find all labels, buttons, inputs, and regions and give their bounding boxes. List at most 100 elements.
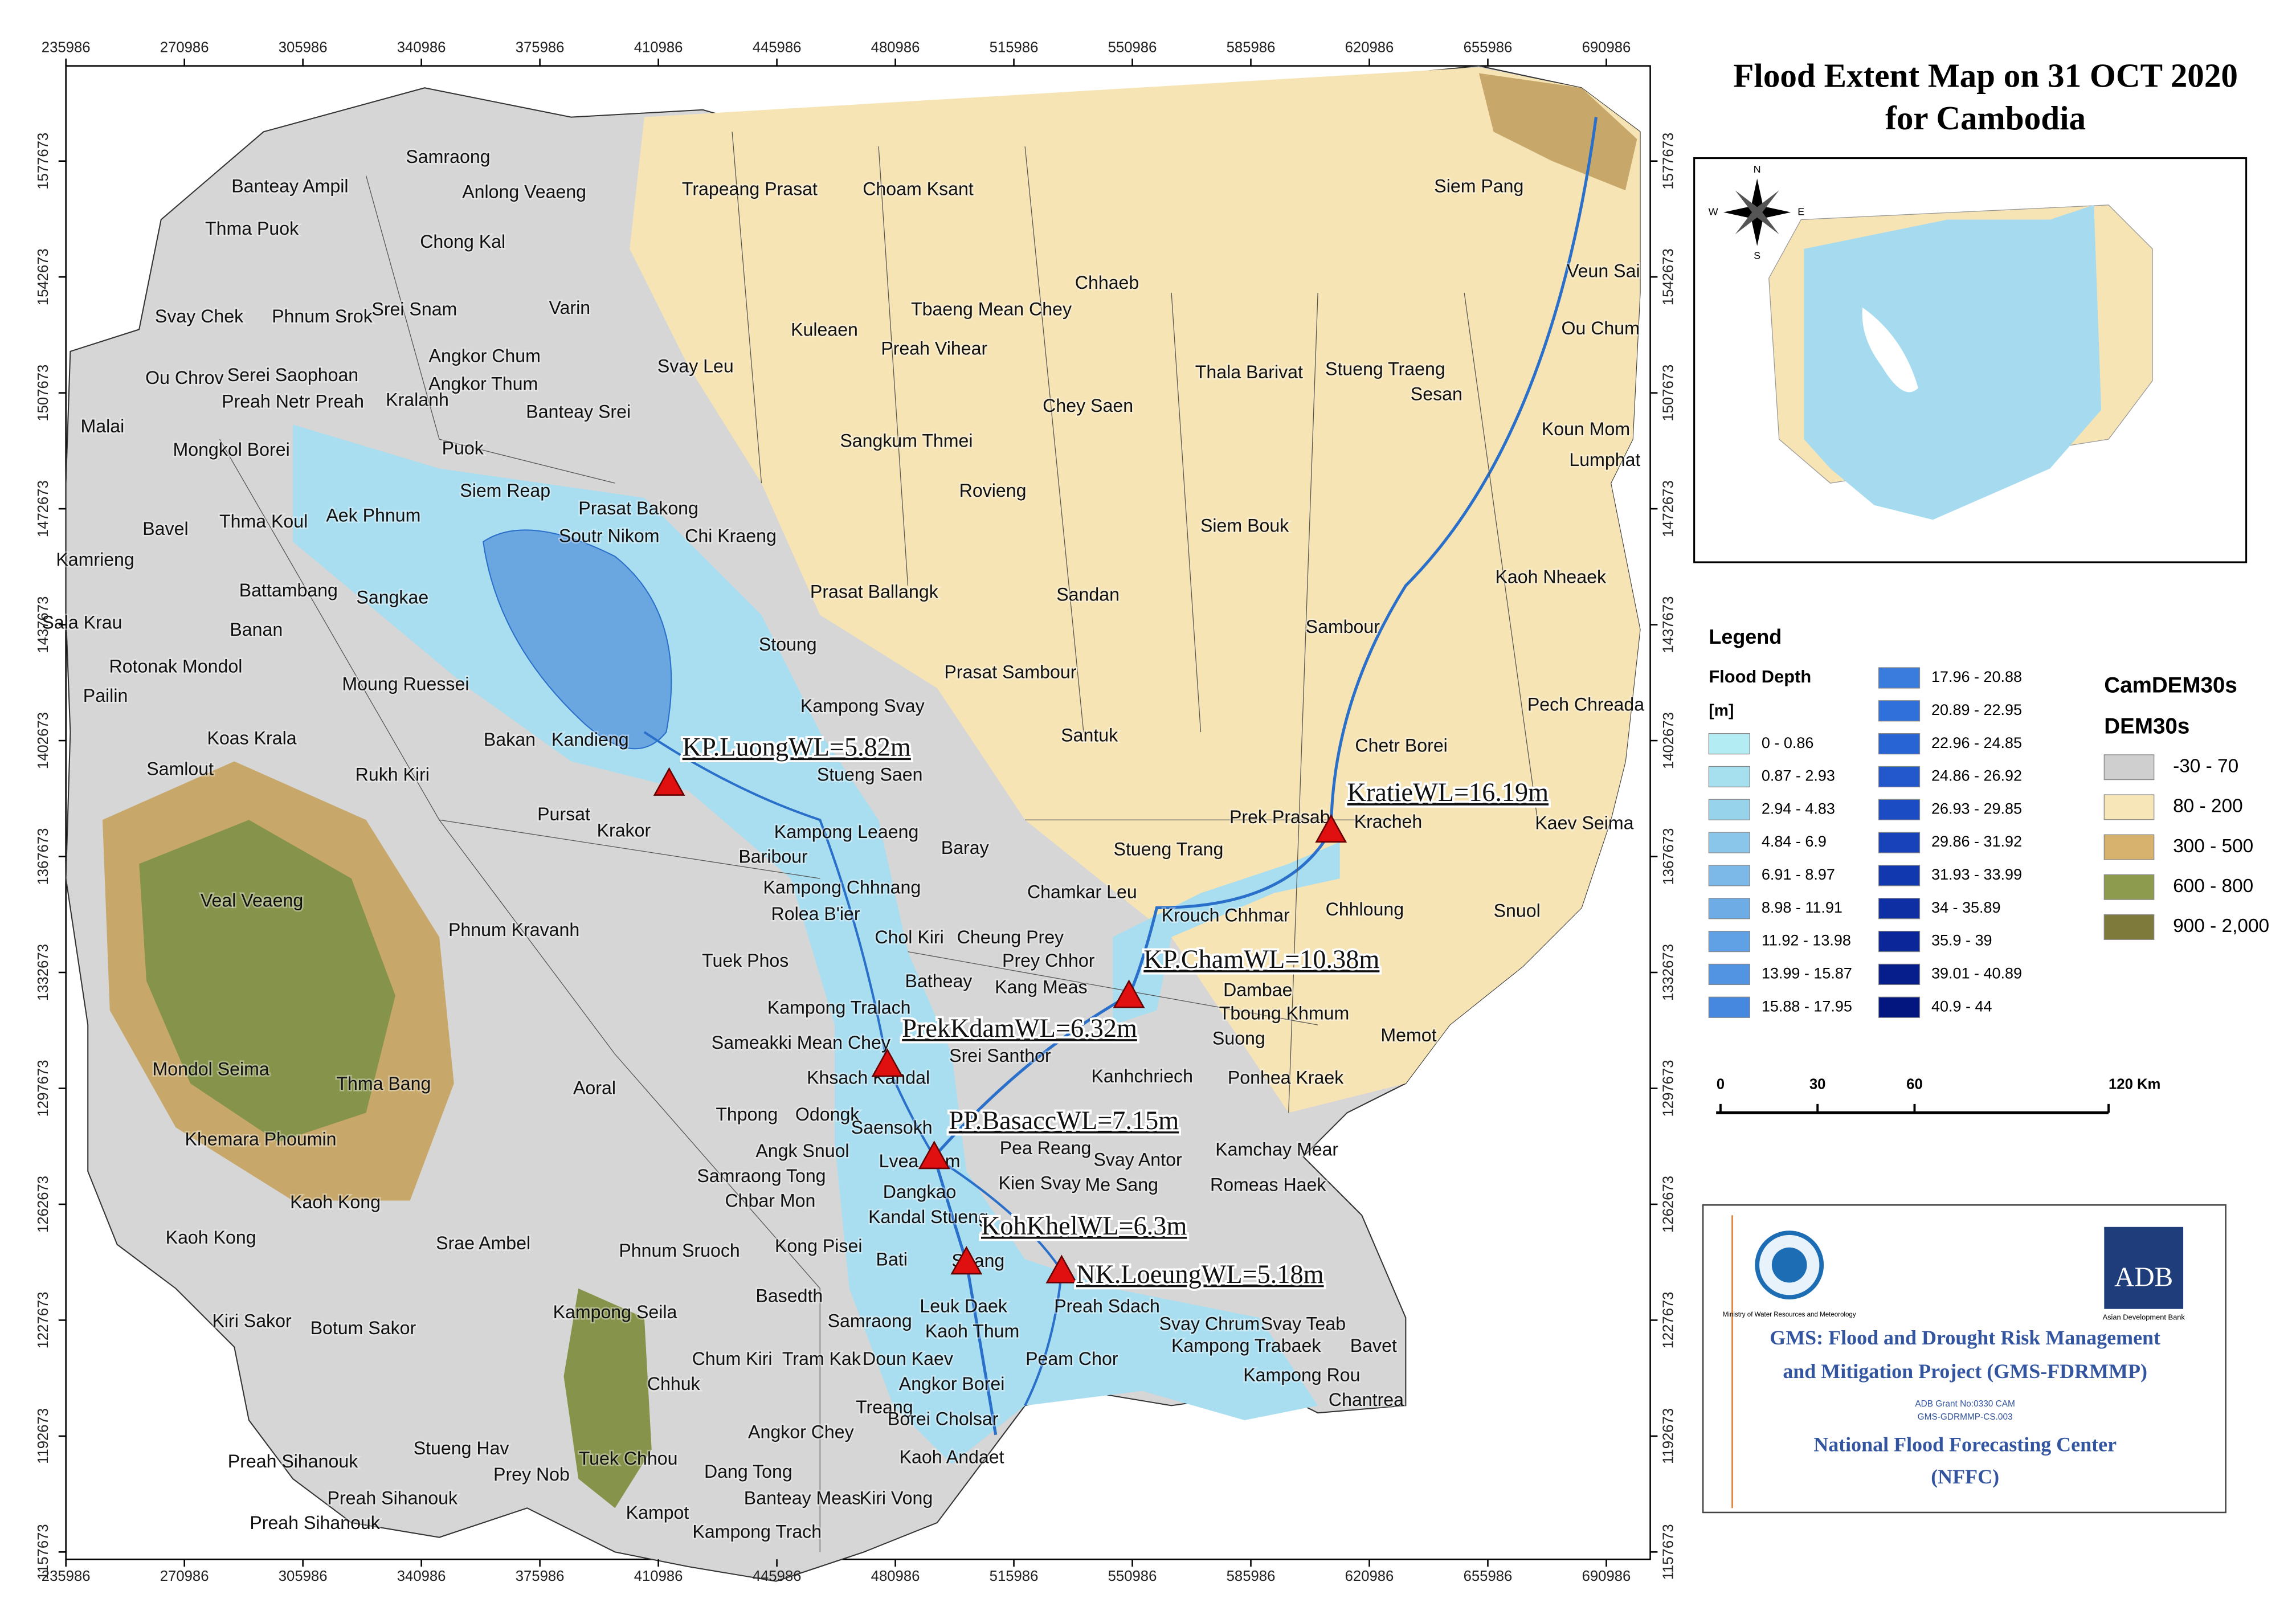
- grant-number: ADB Grant No:0330 CAM: [1915, 1399, 2015, 1409]
- legend-label: 13.99 - 15.87: [1762, 965, 1852, 982]
- district-label: Banan: [230, 619, 283, 640]
- station-label: NK.LoeungWL=5.18m: [1076, 1260, 1324, 1289]
- district-label: Kandieng: [551, 729, 629, 750]
- title: Flood Extent Map on 31 OCT 2020: [1733, 56, 2238, 94]
- legend-swatch: [1878, 700, 1921, 722]
- district-label: Batheay: [905, 971, 973, 991]
- district-label: Svay Teab: [1261, 1313, 1346, 1334]
- legend-heading: CamDEM30s: [2104, 673, 2237, 698]
- district-label: Serei Saophoan: [227, 365, 358, 385]
- district-label: Angkor Chey: [748, 1422, 854, 1442]
- compass-label: W: [1709, 206, 1718, 217]
- station-marker: [1315, 813, 1347, 843]
- district-label: Kiri Vong: [860, 1487, 933, 1508]
- district-label: Preah Sihanouk: [328, 1487, 458, 1508]
- stations: KP.LuongWL=5.82m KratieWL=16.19m KP.ChamWL…: [653, 731, 1551, 1291]
- y-tick-label: 1297673: [1661, 1060, 1677, 1117]
- ministry-logo-inner: [1771, 1247, 1807, 1283]
- y-tick-label: 1157673: [1661, 1524, 1677, 1580]
- x-tick-label: 690986: [1582, 40, 1631, 56]
- district-label: Khemara Phoumin: [185, 1129, 337, 1150]
- legend-heading: DEM30s: [2104, 714, 2189, 739]
- district-label: Kamchay Mear: [1215, 1139, 1338, 1160]
- district-boundaries: [219, 132, 1538, 1552]
- y-tick-label: 1297673: [35, 1060, 51, 1117]
- y-tick-label: 1262673: [1661, 1176, 1677, 1233]
- compass: [1723, 178, 1791, 246]
- y-tick-label: 1227673: [1661, 1291, 1677, 1348]
- station-marker: [653, 767, 685, 796]
- district-label: Khsach Kandal: [807, 1068, 930, 1088]
- inset-cambodia: [1804, 205, 2102, 520]
- district-label: Kampong Tralach: [767, 997, 911, 1017]
- y-tick-label: 1577673: [1661, 133, 1677, 190]
- legend-label: 8.98 - 11.91: [1762, 899, 1842, 916]
- district-label: Kiri Sakor: [212, 1310, 291, 1331]
- legend: Legend Flood Depth [m] CamDEM30s DEM30s …: [1708, 625, 2269, 1018]
- district-label: Pea Reang: [1000, 1138, 1092, 1158]
- district-label: Banteay Srei: [526, 401, 631, 422]
- legend-label: 0.87 - 2.93: [1762, 767, 1835, 784]
- district-label: Angk Snuol: [755, 1140, 849, 1161]
- district-label: Samraong: [828, 1310, 912, 1331]
- district-label: Kaoh Kong: [290, 1192, 381, 1212]
- legend-swatch: [1878, 766, 1921, 788]
- x-tick-label: 480986: [871, 1568, 920, 1584]
- mountain-northeast: [1478, 73, 1637, 191]
- district-label: Kampong Trabaek: [1171, 1335, 1321, 1356]
- x-tick-label: 550986: [1108, 1568, 1157, 1584]
- adb-name: Asian Development Bank: [2103, 1313, 2185, 1322]
- legend-swatch: [1878, 963, 1921, 986]
- x-tick-label: 620986: [1345, 1568, 1394, 1584]
- legend-swatch: [2103, 754, 2155, 780]
- x-tick-label: 445986: [753, 40, 802, 56]
- district-label: Sameakki Mean Chey: [712, 1032, 890, 1053]
- tonle-sap-lake: [483, 529, 672, 750]
- district-label: Banteay Ampil: [231, 175, 348, 196]
- district-label: Kralanh: [386, 390, 449, 410]
- x-tick-label: 655986: [1464, 1568, 1513, 1584]
- district-label: Tboung Khmum: [1219, 1003, 1349, 1024]
- district-label: Doun Kaev: [863, 1348, 953, 1369]
- y-tick-label: 1192673: [1661, 1408, 1677, 1464]
- district-label: Memot: [1380, 1025, 1436, 1045]
- x-tick-label: 270986: [160, 1568, 209, 1584]
- legend-swatch: [1708, 930, 1750, 952]
- district-label: Phnum Srok: [272, 306, 373, 326]
- district-label: Chhaeb: [1075, 272, 1139, 293]
- district-label: Stueng Traeng: [1325, 359, 1445, 379]
- district-label: Kampot: [626, 1502, 689, 1523]
- x-tick-label: 690986: [1582, 1568, 1631, 1584]
- district-label: Chi Kraeng: [685, 526, 777, 546]
- district-label: Samraong: [406, 146, 490, 167]
- district-label: Kampong Chhnang: [763, 877, 921, 898]
- district-labels: Samraong Banteay Ampil Anlong Veaeng Trapea…: [40, 145, 1646, 1543]
- district-label: Dambae: [1223, 979, 1292, 1000]
- legend-swatch: [2103, 794, 2155, 820]
- district-label: Angkor Chum: [429, 346, 541, 366]
- district-label: Rotonak Mondol: [109, 656, 243, 676]
- district-label: Odongk: [795, 1104, 860, 1125]
- legend-swatch: [1878, 832, 1921, 853]
- district-label: Kampong Rou: [1243, 1364, 1360, 1385]
- legend-swatch: [1878, 930, 1921, 952]
- station-marker: [871, 1048, 904, 1077]
- coordinate-ticks: 235986 235986 270986 270986 305986 305986 3409…: [35, 40, 1677, 1584]
- mekong-river: [932, 117, 1598, 1436]
- y-tick-label: 1472673: [1661, 480, 1677, 537]
- legend-label: 80 - 200: [2173, 796, 2243, 817]
- district-label: Kaev Seima: [1535, 812, 1633, 833]
- legend-label: 0 - 0.86: [1762, 734, 1813, 751]
- center-name: National Flood Forecasting Center: [1813, 1433, 2117, 1456]
- x-tick-label: 305986: [279, 40, 328, 56]
- legend-label: 40.9 - 44: [1931, 997, 1992, 1015]
- y-tick-label: 1507673: [1661, 365, 1677, 422]
- info-box: Ministry of Water Resources and Meteorol…: [1702, 1204, 2226, 1514]
- legend-swatch: [1708, 865, 1750, 886]
- lowland-plateau: [630, 67, 1640, 1113]
- legend-label: 26.93 - 29.85: [1931, 800, 2022, 817]
- district-label: Stueng Saen: [817, 765, 923, 785]
- station-label: KohKhelWL=6.3m: [981, 1212, 1187, 1241]
- district-label: Stoung: [759, 634, 817, 655]
- legend-label: 600 - 800: [2173, 876, 2253, 897]
